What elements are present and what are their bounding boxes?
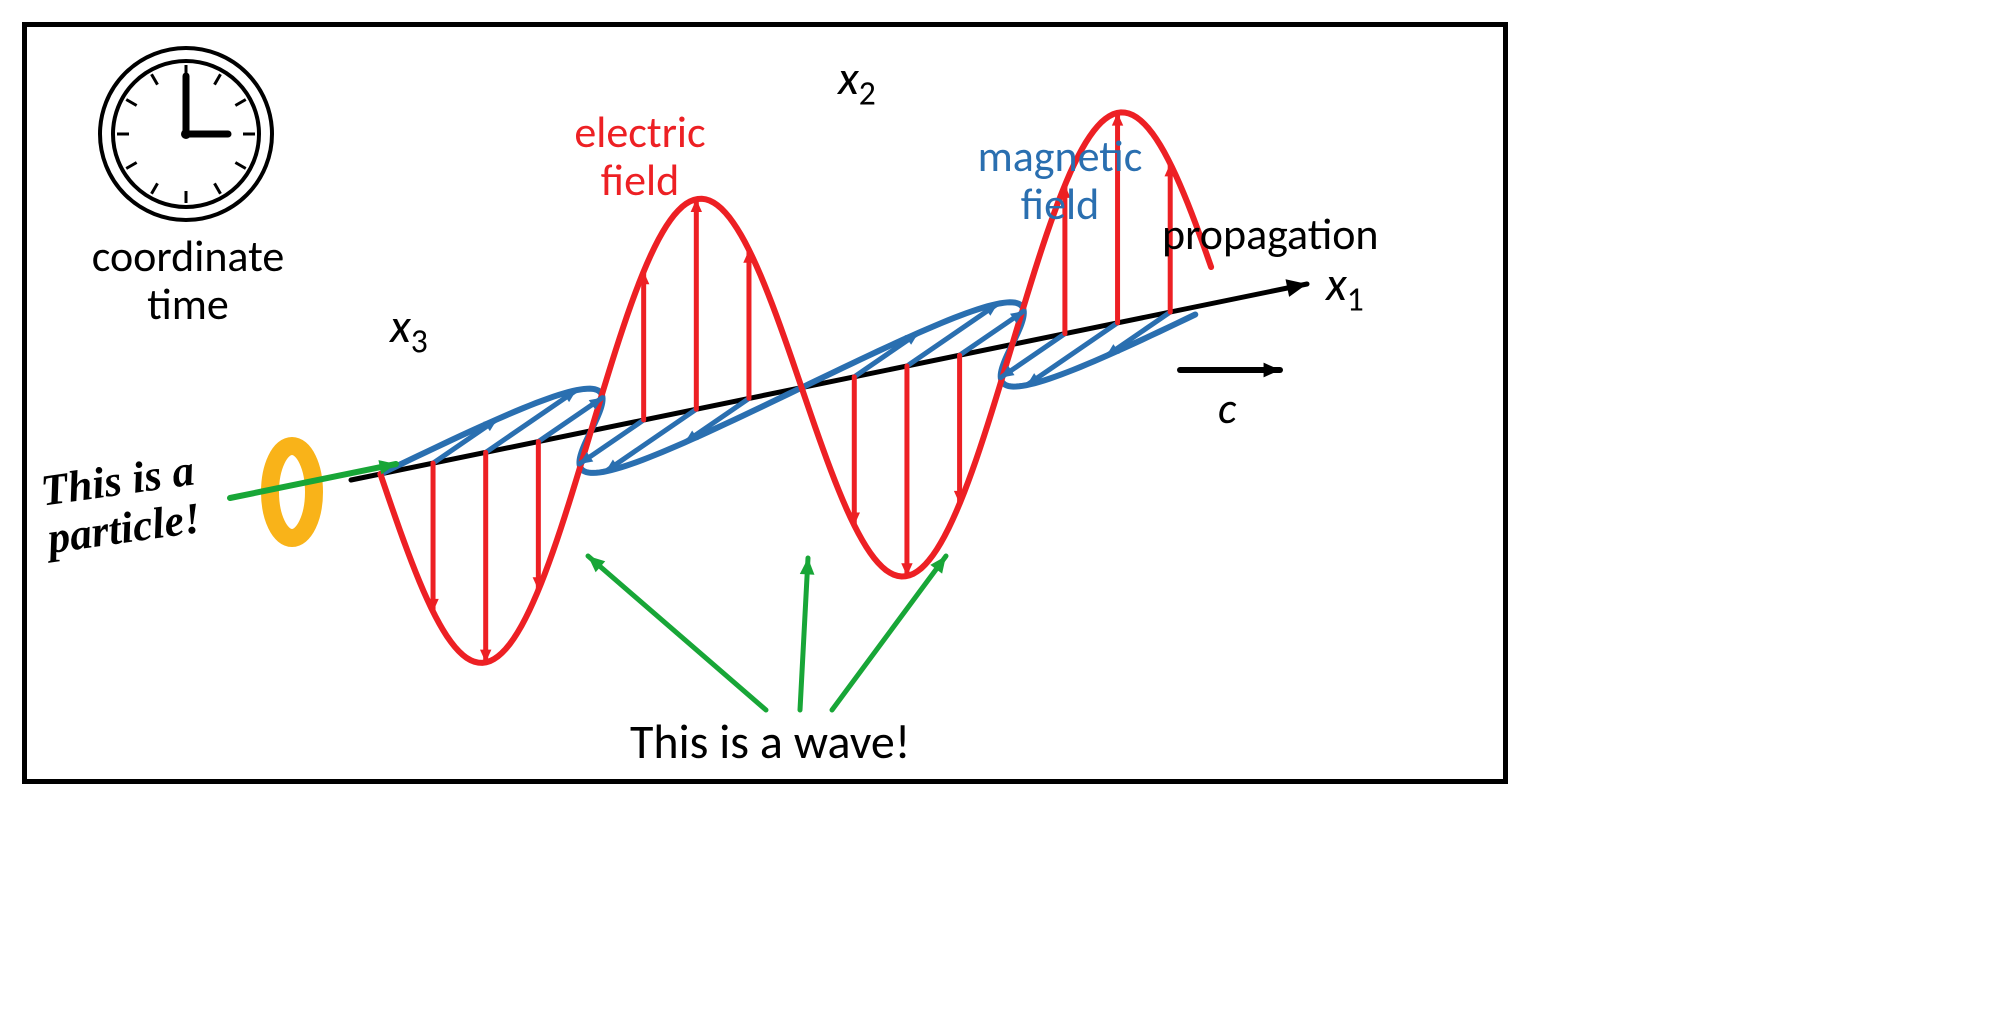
- electric-field-label: electric field: [540, 108, 740, 205]
- clock-tick: [215, 183, 221, 193]
- magnetic-field-label: magnetic field: [940, 132, 1180, 229]
- particle-ring-icon: [270, 446, 314, 538]
- wave-pointer-arrow: [832, 556, 946, 710]
- coordinate-time-label: coordinate time: [58, 232, 318, 329]
- axis-x3-label: x3: [390, 300, 428, 362]
- propagation-axis: [351, 284, 1307, 480]
- wave-pointer-arrow: [588, 556, 766, 710]
- wave-pointer-arrow: [800, 558, 808, 710]
- clock-tick: [235, 163, 245, 169]
- clock-center-dot: [181, 129, 191, 139]
- clock-tick: [126, 163, 136, 169]
- clock-tick: [235, 100, 245, 106]
- clock-tick: [126, 100, 136, 106]
- axis-x2-label: x2: [838, 52, 876, 114]
- axis-x1-label: x1: [1326, 258, 1364, 320]
- propagation-label: propagation: [1162, 210, 1379, 258]
- speed-c-label: c: [1218, 384, 1236, 432]
- clock-tick: [215, 74, 221, 84]
- clock-tick: [152, 183, 158, 193]
- this-is-a-wave-label: This is a wave!: [630, 716, 910, 769]
- diagram-stage: coordinate time electric field magnetic …: [0, 0, 2008, 1030]
- clock-tick: [152, 74, 158, 84]
